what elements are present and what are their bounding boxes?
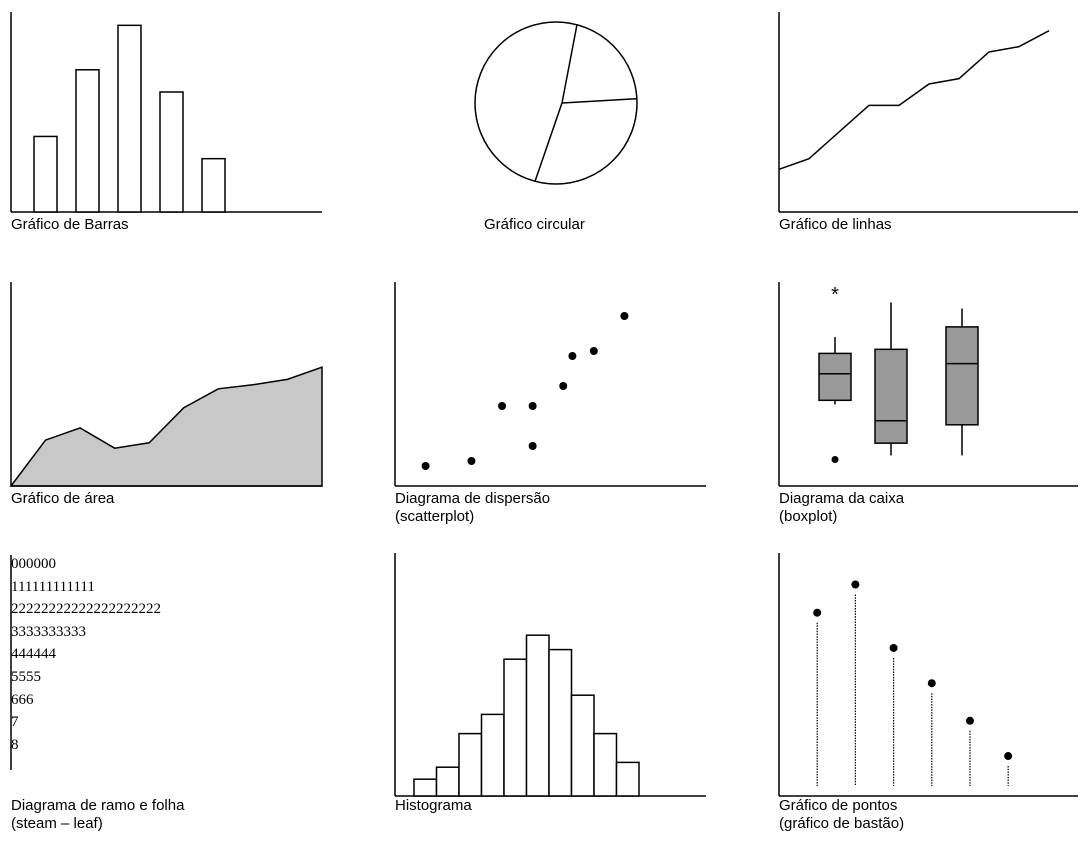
scatter-point [589, 347, 598, 355]
stem-leaf-row: 7 [11, 714, 19, 731]
dot-chart-point [851, 580, 860, 589]
boxplot-label-line1: Diagrama da caixa [779, 490, 905, 507]
scatter-label-line1: Diagrama de dispersão [395, 490, 551, 507]
histogram-bar [435, 766, 460, 797]
stem-leaf-rows: 000000 111111111111 22222222222222222222… [11, 553, 161, 756]
dot-chart-point [1004, 752, 1013, 761]
histogram-bar [615, 761, 640, 797]
boxplot-box [945, 326, 979, 426]
histogram-bar [480, 713, 505, 797]
histogram-bar [413, 778, 438, 797]
dot-chart-point [927, 679, 936, 688]
stem-leaf-row: 444444 [11, 646, 56, 663]
pie-chart-circle [474, 21, 638, 185]
scatter-point [528, 442, 537, 450]
histogram-bar [503, 658, 528, 797]
dot-chart-point [965, 716, 974, 725]
histogram-bar [593, 732, 618, 797]
stem-leaf-row: 666 [11, 691, 34, 708]
bar-chart-bar [201, 157, 226, 213]
histogram-bar [525, 634, 550, 797]
boxplot-outlier-star: * [831, 284, 839, 306]
bar-chart-bar [117, 24, 142, 213]
bar-chart-label: Gráfico de Barras [11, 216, 129, 233]
boxplot-label-line2: (boxplot) [779, 508, 838, 525]
scatter-point [620, 312, 629, 320]
histogram-bar [458, 732, 483, 797]
bar-chart-bar [159, 91, 184, 213]
dot-chart-label-line1: Gráfico de pontos [779, 797, 898, 814]
bar-chart-bar [33, 135, 58, 213]
stem-leaf-row: 3333333333 [11, 623, 86, 640]
boxplot-box [874, 348, 908, 444]
stem-leaf-label-line2: (steam – leaf) [11, 815, 103, 832]
histogram-bar [548, 648, 573, 797]
pie-chart-slice [561, 98, 637, 104]
stem-leaf-label-line1: Diagrama de ramo e folha [11, 797, 185, 814]
scatter-label-line2: (scatterplot) [395, 508, 475, 525]
dot-chart-point [889, 643, 898, 652]
area-chart-area [9, 366, 323, 487]
scatter-point [498, 402, 507, 410]
stem-leaf-row: 8 [11, 736, 19, 753]
dot-chart-point [813, 608, 822, 617]
pie-chart-slice [561, 24, 578, 104]
stem-leaf-row: 000000 [11, 556, 56, 572]
boxplot-box [818, 352, 852, 402]
line-chart-label: Gráfico de linhas [779, 216, 892, 233]
bar-chart-bar [75, 69, 100, 213]
histogram-bar [570, 694, 595, 797]
scatter-point [528, 402, 537, 410]
dot-chart-label-line2: (gráfico de bastão) [779, 815, 905, 832]
scatter-point [568, 352, 577, 360]
stem-leaf-row: 22222222222222222222 [11, 601, 161, 618]
area-chart-label: Gráfico de área [11, 490, 115, 507]
pie-chart-label: Gráfico circular [484, 216, 585, 233]
scatter-point [559, 382, 568, 390]
stem-leaf-row: 5555 [11, 668, 41, 685]
histogram-label: Histograma [395, 797, 472, 814]
stem-leaf-row: 111111111111 [11, 578, 95, 595]
line-chart-series [778, 30, 1050, 171]
scatter-point [421, 462, 430, 470]
boxplot-outlier [831, 455, 839, 463]
scatter-point [467, 457, 476, 465]
pie-chart-slice [534, 102, 563, 182]
